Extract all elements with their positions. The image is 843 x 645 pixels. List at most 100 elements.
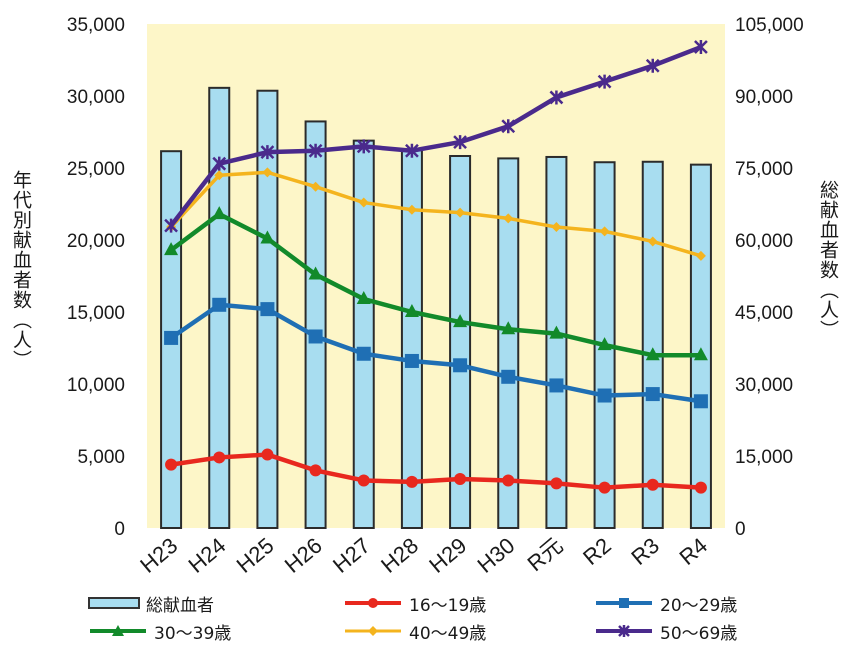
data-point bbox=[309, 464, 322, 477]
data-point bbox=[453, 314, 468, 328]
legend: 総献血者 16～19歳 20～29歳 30～39歳 40～49歳 50～69歳 bbox=[88, 591, 828, 644]
data-point bbox=[503, 213, 514, 224]
data-point bbox=[214, 170, 225, 181]
bar bbox=[689, 163, 712, 529]
data-point bbox=[694, 481, 707, 494]
right-axis-label: 総献血者数（人） bbox=[817, 180, 839, 340]
left-tick-label: 25,000 bbox=[67, 159, 125, 180]
bar bbox=[304, 120, 327, 529]
data-point bbox=[406, 204, 417, 215]
data-point bbox=[261, 448, 274, 461]
data-point bbox=[308, 266, 323, 280]
data-point bbox=[453, 358, 468, 373]
x-axis-ticks: H23 H24 H25 H26 H27 H28 H29 H30 R元 R2 R3 R4 bbox=[135, 533, 712, 578]
data-point bbox=[213, 451, 226, 464]
data-point bbox=[308, 329, 323, 344]
data-point bbox=[597, 388, 612, 403]
left-tick-label: 0 bbox=[114, 519, 125, 540]
left-tick-label: 15,000 bbox=[67, 303, 125, 324]
data-point bbox=[647, 236, 658, 247]
bar bbox=[641, 160, 664, 529]
data-point bbox=[260, 145, 275, 160]
data-point bbox=[164, 218, 178, 233]
legend-swatch-line bbox=[345, 626, 401, 636]
right-tick-label: 75,000 bbox=[735, 159, 793, 180]
line-series-group bbox=[164, 40, 708, 494]
data-point bbox=[308, 143, 323, 158]
right-tick-label: 15,000 bbox=[735, 447, 793, 468]
legend-label: 16～19歳 bbox=[409, 595, 487, 616]
data-point bbox=[501, 369, 516, 384]
right-tick-label: 60,000 bbox=[735, 231, 793, 252]
data-point bbox=[357, 474, 370, 487]
legend-item-line: 16～19歳 bbox=[343, 591, 487, 616]
series-line bbox=[169, 44, 702, 227]
x-tick-label: R2 bbox=[578, 533, 616, 570]
data-point bbox=[597, 74, 612, 89]
data-point bbox=[405, 143, 419, 158]
legend-swatch-line bbox=[90, 625, 146, 636]
data-point bbox=[501, 119, 516, 134]
data-point bbox=[501, 321, 516, 335]
left-tick-label: 5,000 bbox=[77, 447, 125, 468]
x-tick-label: R3 bbox=[626, 533, 664, 570]
data-point bbox=[645, 347, 660, 361]
x-tick-label: H24 bbox=[183, 533, 230, 578]
plot-background bbox=[147, 24, 725, 528]
series-line bbox=[169, 211, 701, 358]
data-point bbox=[694, 40, 708, 55]
data-point bbox=[404, 304, 419, 317]
series-line bbox=[170, 452, 702, 490]
x-tick-label: H23 bbox=[135, 533, 182, 578]
data-point bbox=[549, 90, 564, 105]
data-point bbox=[262, 167, 273, 178]
legend-item-bar: 総献血者 bbox=[88, 591, 214, 616]
x-tick-label: H30 bbox=[472, 533, 519, 578]
data-point bbox=[212, 297, 227, 312]
x-tick-label: H26 bbox=[280, 533, 327, 578]
data-point bbox=[405, 475, 418, 488]
left-tick-label: 20,000 bbox=[67, 231, 125, 252]
bar-series bbox=[160, 86, 712, 530]
right-axis-ticks: 0 15,000 30,000 45,000 60,000 75,000 90,000 105… bbox=[735, 15, 804, 540]
series-line bbox=[169, 302, 702, 404]
data-point bbox=[646, 478, 659, 491]
data-point bbox=[599, 226, 610, 237]
left-tick-label: 35,000 bbox=[67, 15, 125, 36]
data-point bbox=[358, 197, 369, 208]
x-tick-label: H29 bbox=[424, 533, 471, 578]
x-tick-label: H25 bbox=[232, 533, 279, 578]
data-point bbox=[260, 302, 275, 317]
data-point bbox=[164, 242, 179, 256]
legend-swatch-line bbox=[596, 598, 652, 608]
right-tick-label: 30,000 bbox=[735, 375, 793, 396]
legend-swatch-line bbox=[345, 598, 401, 608]
data-point bbox=[695, 250, 706, 261]
data-point bbox=[549, 378, 564, 393]
bar bbox=[545, 155, 568, 530]
legend-item-line: 50～69歳 bbox=[594, 619, 737, 644]
right-tick-label: 90,000 bbox=[735, 87, 793, 108]
data-point bbox=[693, 347, 708, 361]
data-point bbox=[212, 156, 227, 171]
legend-label: 総献血者 bbox=[146, 595, 214, 616]
data-point bbox=[453, 135, 467, 150]
legend-swatch-bar bbox=[88, 597, 140, 609]
data-point bbox=[502, 474, 515, 487]
x-tick-label: H28 bbox=[376, 533, 423, 578]
data-point bbox=[165, 458, 178, 471]
data-point bbox=[551, 222, 562, 233]
bar bbox=[497, 157, 520, 529]
data-point bbox=[404, 353, 419, 368]
right-tick-label: 45,000 bbox=[735, 303, 793, 324]
left-tick-label: 10,000 bbox=[67, 375, 125, 396]
series-line bbox=[169, 170, 702, 258]
right-tick-label: 0 bbox=[735, 519, 746, 540]
data-point bbox=[260, 230, 275, 244]
left-axis-label: 年代別献血者数（人） bbox=[10, 170, 32, 370]
x-tick-label: R4 bbox=[675, 533, 713, 570]
left-axis-ticks: 0 5,000 10,000 15,000 20,000 25,000 30,000 35,0… bbox=[67, 15, 125, 540]
left-tick-label: 30,000 bbox=[67, 87, 125, 108]
data-point bbox=[454, 473, 467, 486]
